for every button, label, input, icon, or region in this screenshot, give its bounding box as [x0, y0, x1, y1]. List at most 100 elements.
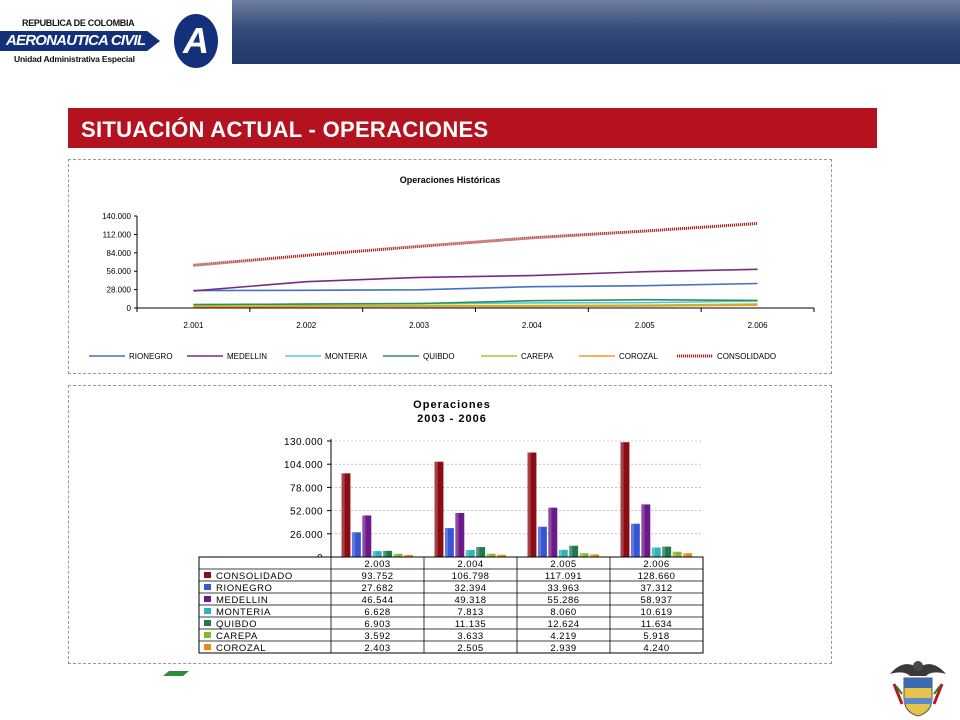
bar-consolidado	[341, 473, 351, 557]
data-table-value: 32.394	[454, 583, 486, 594]
bar-medellin-fill	[362, 515, 372, 557]
bar-chart-plot-area	[331, 441, 703, 557]
bar-highlight	[630, 523, 635, 557]
data-table-series-label: MONTERIA	[216, 607, 271, 618]
data-table-value: 5.918	[643, 631, 669, 642]
legend-label-rionegro: RIONEGRO	[129, 352, 173, 361]
bar-corozal-fill	[590, 554, 599, 557]
bar-medellin	[455, 512, 465, 557]
bar-highlight	[372, 551, 376, 557]
bar-corozal-fill	[404, 554, 413, 557]
bar-rionegro-fill	[537, 526, 547, 557]
data-table-legend-key	[204, 632, 211, 638]
line-chart-title: Operaciones Históricas	[400, 175, 501, 185]
bar-medellin-fill	[548, 507, 558, 557]
bar-highlight	[590, 554, 594, 557]
bar-consolidado-fill	[620, 442, 630, 557]
line-chart-y-tick-label: 28.000	[107, 286, 132, 295]
bar-chart-y-tick-label: 52.000	[290, 507, 323, 518]
bar-highlight	[662, 546, 666, 557]
data-table-value: 93.752	[361, 571, 393, 582]
bar-highlight	[620, 442, 624, 557]
bar-medellin	[362, 515, 372, 557]
bar-corozal	[590, 554, 599, 557]
bar-highlight	[548, 507, 552, 557]
bar-quibdo-fill	[662, 546, 672, 557]
data-table-value: 2.939	[550, 643, 576, 654]
data-table-value: 55.286	[547, 595, 579, 606]
bar-quibdo	[476, 547, 486, 557]
bar-quibdo	[662, 546, 672, 557]
line-chart: Operaciones Históricas 0 28.000 56.000 84.0…	[89, 175, 815, 361]
bar-consolidado	[527, 452, 537, 557]
logo-letter: A	[183, 20, 209, 61]
bar-highlight	[465, 550, 469, 557]
line-chart-x-tick-label: 2.002	[296, 321, 317, 330]
bar-rionegro	[630, 523, 640, 557]
aerocivil-logo: REPUBLICA DE COLOMBIA AERONAUTICA CIVIL …	[0, 0, 232, 68]
bar-corozal	[497, 554, 506, 557]
bar-chart-y-tick-label: 78.000	[290, 483, 323, 494]
bar-highlight	[434, 461, 438, 557]
bar-highlight	[497, 554, 501, 557]
bar-highlight	[393, 553, 397, 557]
bar-quibdo-fill	[383, 550, 393, 557]
legend-label-carepa: CAREPA	[521, 352, 554, 361]
bar-chart-subtitle: 2003 - 2006	[417, 413, 487, 425]
bar-monteria-fill	[558, 549, 568, 557]
bar-chart-y-tick-label: 26.000	[290, 530, 323, 541]
bar-corozal	[404, 554, 413, 557]
line-chart-series	[193, 222, 758, 308]
line-series-corozal	[193, 304, 758, 308]
data-table-legend-key	[204, 596, 211, 602]
bar-medellin-fill	[641, 504, 651, 557]
bar-highlight	[537, 526, 542, 557]
bar-carepa	[486, 553, 496, 557]
bar-quibdo	[383, 550, 393, 557]
bar-highlight	[641, 504, 645, 557]
data-table-category: 2.006	[643, 559, 669, 570]
data-table-value: 58.937	[640, 595, 672, 606]
bar-medellin	[641, 504, 651, 557]
bar-highlight	[351, 532, 356, 557]
bar-monteria-fill	[372, 551, 382, 557]
bar-highlight	[383, 550, 387, 557]
legend-label-medellin: MEDELLIN	[227, 352, 267, 361]
legend-label-monteria: MONTERIA	[325, 352, 368, 361]
data-table-value: 8.060	[550, 607, 576, 618]
bar-highlight	[672, 551, 676, 557]
data-table-category: 2.003	[364, 559, 390, 570]
bar-monteria-fill	[465, 550, 475, 557]
line-series-medellin	[193, 268, 758, 292]
bar-highlight	[527, 452, 531, 557]
bar-quibdo-fill	[569, 545, 579, 557]
data-table-value: 11.135	[455, 619, 486, 630]
bar-monteria	[651, 547, 661, 557]
line-chart-y-tick-label: 56.000	[107, 267, 132, 276]
data-table-value: 10.619	[640, 607, 672, 618]
header: REPUBLICA DE COLOMBIA AERONAUTICA CIVIL …	[0, 0, 960, 68]
legend-label-corozal: COROZAL	[619, 352, 658, 361]
data-table-category: 2.005	[550, 559, 576, 570]
green-accent-mark	[163, 671, 189, 676]
bar-rionegro	[444, 528, 454, 557]
bar-carepa-fill	[579, 553, 589, 557]
colombia-coat-of-arms	[890, 661, 946, 717]
data-table-legend-key	[204, 584, 211, 590]
logo-emblem: A	[174, 14, 218, 68]
data-table-value: 37.312	[640, 583, 672, 594]
bar-monteria	[465, 550, 475, 557]
data-table-value: 33.963	[547, 583, 579, 594]
bar-highlight	[444, 528, 449, 557]
data-table-value: 4.240	[643, 643, 669, 654]
logo-bar	[0, 31, 160, 51]
data-table-value: 117.091	[545, 571, 582, 582]
bar-rionegro	[351, 532, 361, 557]
bar-consolidado	[620, 442, 630, 557]
header-band	[232, 0, 960, 64]
bar-rionegro-fill	[351, 532, 361, 557]
bar-consolidado-fill	[434, 461, 444, 557]
bar-monteria	[558, 549, 568, 557]
data-table-category: 2.004	[457, 559, 483, 570]
line-series-quibdo	[193, 298, 758, 306]
